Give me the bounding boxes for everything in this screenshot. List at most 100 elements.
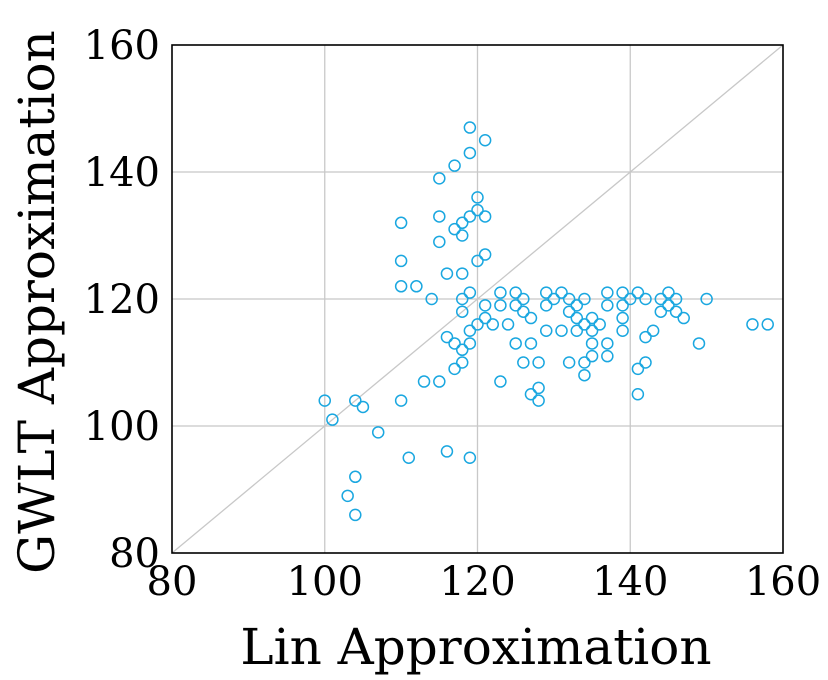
data-point bbox=[570, 324, 584, 337]
data-point bbox=[524, 311, 538, 325]
data-point bbox=[654, 305, 668, 318]
data-point bbox=[471, 254, 484, 268]
data-point bbox=[448, 222, 461, 236]
plot-frame bbox=[171, 44, 784, 554]
data-point bbox=[448, 337, 461, 350]
data-point bbox=[417, 375, 431, 388]
data-point bbox=[394, 280, 408, 293]
data-point bbox=[494, 375, 507, 388]
data-point bbox=[463, 337, 477, 350]
data-point bbox=[532, 356, 545, 369]
data-point bbox=[616, 299, 629, 312]
data-point bbox=[471, 191, 484, 204]
x-tick-label: 140 bbox=[592, 559, 668, 605]
y-tick-label: 120 bbox=[84, 277, 160, 323]
data-point bbox=[669, 305, 683, 318]
data-point bbox=[646, 324, 660, 337]
x-axis-label: Lin Approximation bbox=[240, 618, 711, 676]
data-point bbox=[570, 299, 584, 312]
data-point bbox=[455, 343, 469, 357]
data-point bbox=[509, 286, 522, 299]
reference-line-layer bbox=[171, 44, 784, 554]
data-point bbox=[517, 292, 530, 306]
data-point bbox=[455, 292, 469, 306]
data-point bbox=[677, 311, 690, 325]
data-point bbox=[440, 445, 454, 458]
data-point bbox=[555, 286, 568, 299]
data-point bbox=[478, 299, 492, 312]
data-point bbox=[486, 318, 500, 331]
data-point bbox=[585, 349, 599, 363]
data-point bbox=[601, 299, 614, 312]
data-point bbox=[455, 216, 469, 230]
data-point bbox=[501, 318, 515, 331]
x-tick-label: 120 bbox=[439, 559, 515, 605]
data-point bbox=[524, 337, 538, 350]
data-point bbox=[570, 311, 584, 325]
data-point bbox=[562, 356, 576, 369]
data-point bbox=[440, 330, 454, 344]
plot-frame-rect bbox=[171, 44, 784, 554]
data-point bbox=[433, 375, 446, 388]
data-point bbox=[639, 356, 652, 369]
data-point bbox=[494, 299, 507, 312]
data-point bbox=[578, 356, 591, 369]
reference-line bbox=[171, 44, 784, 554]
data-point bbox=[616, 286, 629, 299]
data-point bbox=[494, 286, 507, 299]
data-point bbox=[639, 292, 652, 306]
data-point bbox=[402, 451, 416, 464]
data-point bbox=[394, 254, 408, 268]
data-point bbox=[433, 235, 446, 249]
data-point bbox=[631, 286, 645, 299]
data-point bbox=[601, 349, 614, 363]
data-point bbox=[471, 203, 484, 217]
data-point bbox=[532, 394, 545, 407]
data-point bbox=[631, 388, 645, 401]
x-tick-label: 160 bbox=[745, 559, 821, 605]
data-point bbox=[478, 311, 492, 325]
data-point bbox=[539, 299, 553, 312]
data-point bbox=[478, 248, 492, 261]
data-point bbox=[433, 210, 446, 223]
data-point bbox=[349, 508, 362, 522]
data-point bbox=[654, 292, 668, 306]
data-point bbox=[547, 292, 561, 306]
data-point bbox=[631, 362, 645, 376]
data-point bbox=[761, 318, 774, 331]
data-point bbox=[532, 381, 545, 395]
y-tick-label: 160 bbox=[84, 23, 160, 69]
data-point bbox=[585, 311, 599, 325]
data-point bbox=[433, 172, 446, 185]
data-point bbox=[692, 337, 706, 350]
data-point bbox=[394, 394, 408, 407]
data-point bbox=[463, 210, 477, 223]
data-point bbox=[356, 400, 370, 414]
data-point bbox=[349, 394, 362, 407]
data-point bbox=[662, 286, 675, 299]
data-point bbox=[539, 324, 553, 337]
data-point bbox=[463, 121, 477, 134]
data-point bbox=[585, 324, 599, 337]
data-point bbox=[410, 280, 423, 293]
x-tick-labels: 80 100 120 140 160 bbox=[147, 559, 822, 605]
data-point bbox=[669, 292, 683, 306]
data-point bbox=[349, 470, 362, 484]
data-point bbox=[509, 337, 522, 350]
x-tick-label: 100 bbox=[287, 559, 363, 605]
data-point bbox=[463, 451, 477, 464]
y-tick-label: 80 bbox=[109, 531, 160, 577]
data-points bbox=[318, 121, 774, 522]
data-point bbox=[700, 292, 713, 306]
data-point bbox=[517, 305, 530, 318]
y-axis-label: GWLT Approximation bbox=[8, 30, 66, 574]
data-point bbox=[448, 362, 461, 376]
data-point bbox=[394, 216, 408, 230]
data-point bbox=[517, 356, 530, 369]
data-point bbox=[448, 159, 461, 172]
data-point bbox=[478, 134, 492, 147]
data-point bbox=[341, 489, 354, 503]
x-tick-label: 80 bbox=[147, 559, 198, 605]
data-point bbox=[524, 388, 538, 401]
